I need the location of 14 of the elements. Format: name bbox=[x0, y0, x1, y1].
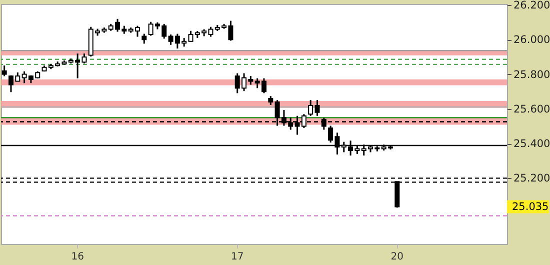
y-tick-label: 25.200 bbox=[514, 172, 550, 185]
y-tick-label: 26.200 bbox=[514, 0, 550, 12]
x-tick-label: 16 bbox=[71, 252, 84, 262]
y-tick-label: 25.600 bbox=[514, 103, 550, 116]
x-tick-label: 17 bbox=[230, 252, 244, 262]
y-tick-label: 25.400 bbox=[514, 138, 550, 150]
text: 25.035 bbox=[512, 200, 549, 213]
y-tick-label: 26.000 bbox=[514, 34, 550, 46]
y-tick-label: 25.800 bbox=[514, 68, 550, 81]
candlestick bbox=[2, 64, 7, 77]
x-tick-label: 20 bbox=[390, 252, 404, 262]
candlestick bbox=[142, 33, 147, 44]
candlestick bbox=[308, 99, 314, 117]
candlestick bbox=[314, 99, 320, 117]
